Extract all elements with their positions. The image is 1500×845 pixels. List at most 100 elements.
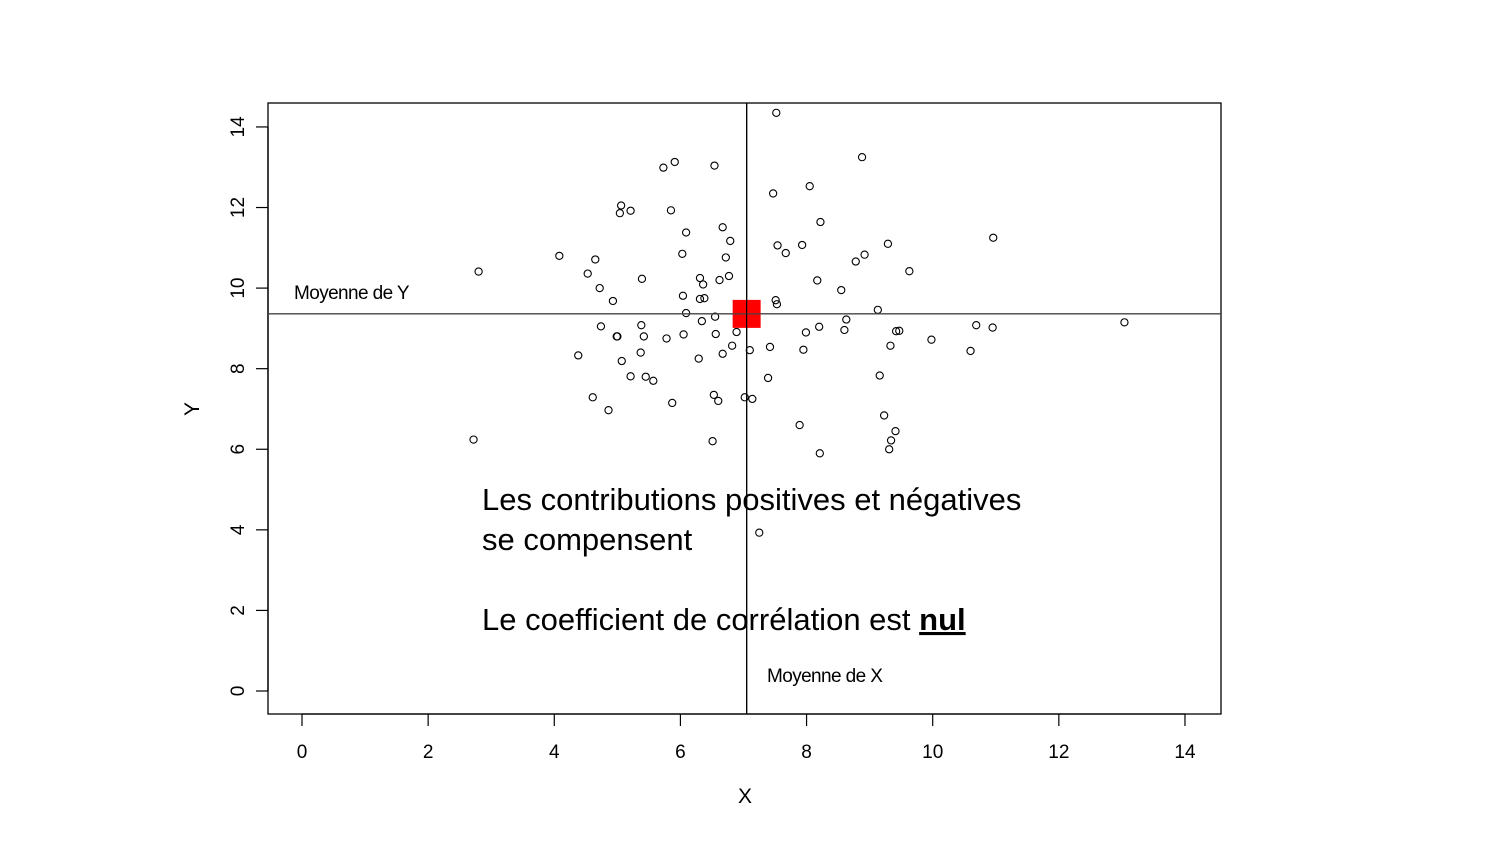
- data-point: [474, 267, 483, 276]
- data-point: [799, 345, 808, 354]
- mean-y-label: Moyenne de Y: [294, 283, 410, 304]
- data-point: [740, 393, 749, 402]
- y-tick-label: 14: [228, 116, 249, 138]
- data-point: [608, 296, 618, 306]
- data-point: [886, 436, 896, 445]
- data-point: [732, 327, 741, 337]
- x-tick-label: 14: [1174, 742, 1196, 763]
- data-point: [694, 354, 703, 363]
- data-point: [615, 209, 625, 218]
- data-point: [714, 396, 723, 406]
- data-point: [795, 420, 804, 430]
- data-point: [637, 321, 646, 330]
- data-point: [840, 325, 849, 335]
- data-points: [469, 108, 1129, 537]
- data-point: [891, 327, 901, 336]
- data-point: [755, 528, 764, 537]
- data-point: [596, 322, 606, 331]
- data-point: [895, 326, 904, 335]
- data-point: [695, 273, 705, 283]
- data-point: [842, 315, 851, 324]
- x-tick-label: 10: [922, 742, 943, 763]
- annotation-line-3-prefix: Le coefficient de corrélation est: [482, 602, 919, 637]
- data-point: [966, 346, 975, 356]
- data-point: [708, 437, 717, 446]
- data-point: [583, 269, 592, 278]
- data-point: [604, 406, 613, 415]
- data-point: [727, 341, 737, 350]
- data-point: [927, 335, 936, 344]
- data-point: [681, 308, 691, 318]
- data-point: [772, 108, 781, 117]
- data-point: [1120, 318, 1129, 327]
- data-point: [678, 249, 687, 259]
- y-tick-label: 0: [228, 686, 249, 697]
- data-point: [837, 285, 846, 295]
- data-point: [873, 305, 882, 315]
- data-point: [649, 376, 658, 385]
- data-point: [709, 390, 718, 400]
- data-point: [763, 373, 773, 383]
- x-tick-label: 2: [423, 742, 434, 763]
- y-tick-label: 6: [228, 444, 249, 455]
- data-point: [718, 223, 727, 232]
- annotation-line-3: Le coefficient de corrélation est nul: [482, 602, 966, 637]
- data-point: [724, 271, 734, 281]
- data-point: [851, 257, 860, 266]
- data-point: [659, 163, 668, 172]
- x-axis-label: X: [738, 785, 752, 808]
- data-point: [718, 349, 727, 358]
- data-point: [469, 435, 478, 444]
- data-point: [885, 445, 894, 454]
- data-point: [857, 153, 867, 162]
- y-tick-label: 2: [228, 605, 249, 616]
- annotation-line-2: se compensent: [482, 522, 693, 557]
- data-point: [815, 322, 824, 331]
- data-point: [617, 356, 626, 366]
- mean-x-label: Moyenne de X: [767, 666, 883, 687]
- data-point: [662, 334, 671, 343]
- data-point: [886, 341, 895, 350]
- data-point: [710, 161, 719, 170]
- annotation-line-1: Les contributions positives et négatives: [482, 482, 1021, 517]
- data-point: [781, 248, 790, 258]
- data-point: [875, 371, 884, 380]
- data-point: [555, 251, 564, 261]
- data-point: [670, 157, 679, 167]
- data-point: [626, 372, 635, 381]
- data-point: [879, 411, 889, 420]
- data-point: [883, 239, 893, 248]
- data-point: [988, 323, 997, 332]
- y-axis-label: Y: [181, 402, 204, 416]
- data-point: [972, 321, 981, 330]
- x-tick-label: 4: [549, 742, 560, 763]
- x-tick-label: 12: [1048, 742, 1069, 763]
- x-tick-label: 8: [801, 742, 812, 763]
- data-point: [641, 372, 650, 381]
- data-point: [801, 328, 811, 337]
- data-point: [773, 241, 782, 250]
- x-axis: 0 2 4 6 8 10 12 14: [297, 713, 1196, 763]
- y-tick-label: 8: [228, 363, 249, 374]
- data-point: [726, 236, 735, 246]
- data-point: [697, 316, 707, 326]
- data-point: [666, 206, 676, 215]
- data-point: [637, 274, 647, 283]
- data-point: [700, 294, 709, 303]
- data-point: [616, 201, 626, 210]
- data-point: [681, 228, 691, 237]
- data-point: [816, 217, 825, 227]
- data-point: [574, 351, 583, 360]
- data-point: [860, 250, 869, 259]
- data-point: [748, 394, 757, 404]
- y-tick-label: 10: [228, 278, 249, 299]
- data-point: [772, 300, 782, 309]
- data-point: [679, 330, 688, 339]
- data-point: [905, 267, 914, 276]
- data-point: [698, 280, 708, 289]
- data-point: [595, 283, 604, 293]
- data-point: [626, 206, 635, 215]
- x-tick-label: 6: [675, 742, 686, 763]
- x-tick-label: 0: [297, 742, 308, 763]
